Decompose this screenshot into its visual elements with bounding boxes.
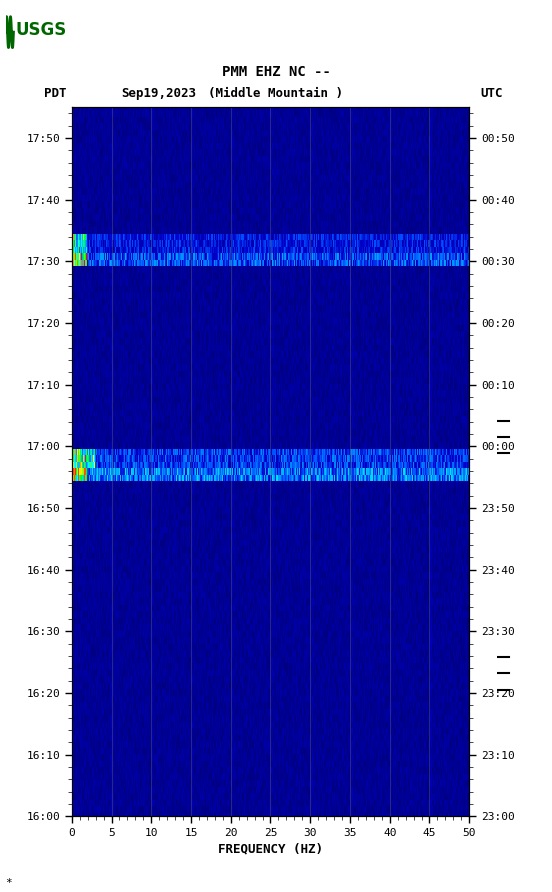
Text: PMM EHZ NC --: PMM EHZ NC -- [221, 65, 331, 79]
Text: *: * [6, 878, 12, 888]
Text: PDT: PDT [44, 87, 67, 101]
Text: UTC: UTC [480, 87, 503, 101]
Text: Sep19,2023: Sep19,2023 [121, 87, 197, 101]
X-axis label: FREQUENCY (HZ): FREQUENCY (HZ) [218, 842, 323, 855]
Text: (Middle Mountain ): (Middle Mountain ) [209, 87, 343, 101]
Text: USGS: USGS [15, 21, 67, 38]
